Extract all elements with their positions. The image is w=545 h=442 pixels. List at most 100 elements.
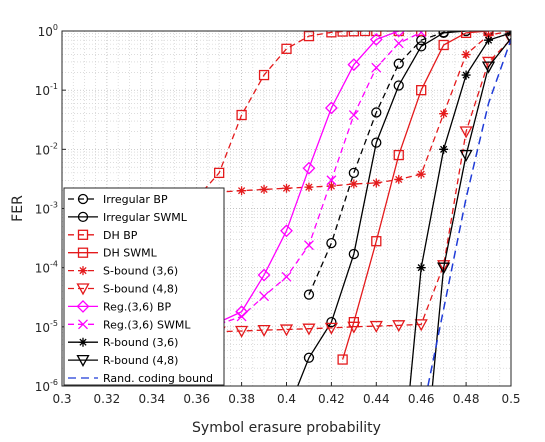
data-point — [438, 31, 449, 39]
x-tick-label: 0.36 — [183, 392, 210, 406]
data-point — [337, 354, 348, 365]
data-point — [347, 58, 361, 72]
legend-item: Reg.(3,6) BP — [68, 299, 172, 313]
data-point — [303, 240, 314, 251]
data-point — [324, 322, 338, 335]
data-point — [213, 167, 225, 179]
legend-item: S-bound (4,8) — [68, 283, 178, 296]
legend-label: Reg.(3,6) BP — [103, 300, 172, 313]
data-point — [371, 178, 381, 188]
series-line — [427, 39, 511, 386]
data-point — [369, 33, 383, 46]
x-tick-label: 0.38 — [228, 392, 255, 406]
data-point — [78, 337, 88, 347]
legend-label: DH BP — [103, 229, 138, 242]
legend-box — [63, 187, 225, 386]
data-point — [76, 283, 90, 296]
legend-item: DH SWML — [68, 247, 158, 260]
series-r-bound-3-6- — [409, 31, 511, 386]
x-tick-label: 0.4 — [277, 392, 296, 406]
data-point — [77, 193, 89, 205]
y-tick-label: 10-4 — [35, 260, 58, 276]
data-point — [393, 149, 404, 161]
legend-label: S-bound (4,8) — [103, 283, 178, 296]
x-tick-label: 0.32 — [94, 392, 121, 406]
data-point — [302, 323, 316, 336]
data-point — [392, 31, 406, 38]
data-point — [326, 181, 336, 191]
legend-label: R-bound (4,8) — [103, 354, 178, 367]
data-point — [324, 101, 338, 115]
series-layer — [190, 31, 511, 386]
data-point — [279, 324, 294, 337]
data-point — [303, 352, 315, 363]
legend-label: S-bound (3,6) — [103, 265, 178, 278]
data-point — [303, 289, 315, 300]
series-s-bound-3-6- — [192, 31, 511, 198]
data-point — [371, 137, 382, 148]
data-point — [349, 179, 359, 189]
legend-item: Reg.(3,6) SWML — [68, 318, 191, 331]
series-line — [431, 37, 511, 386]
data-point — [416, 263, 426, 273]
data-point — [281, 271, 292, 282]
data-point — [304, 182, 314, 192]
data-point — [282, 183, 291, 193]
legend-label: DH SWML — [103, 247, 158, 260]
data-point — [280, 224, 293, 238]
series-line — [196, 38, 511, 334]
series-line — [297, 31, 489, 386]
data-point — [439, 109, 449, 119]
x-tick-label: 0.5 — [501, 392, 520, 406]
x-tick-label: 0.48 — [453, 392, 480, 406]
data-point — [416, 41, 427, 52]
x-tick-label: 0.46 — [408, 392, 435, 406]
data-point — [461, 70, 471, 80]
data-point — [302, 161, 316, 175]
y-tick-labels: 100 10-1 10-2 10-3 10-4 10-5 10-6 — [35, 23, 66, 394]
legend-label: Rand. coding bound — [103, 372, 213, 385]
series-line — [409, 32, 511, 386]
legend-item: R-bound (3,6) — [68, 336, 178, 349]
data-point — [460, 31, 472, 39]
data-point — [393, 31, 404, 37]
data-point — [326, 175, 337, 186]
data-point — [257, 268, 271, 282]
data-point — [371, 31, 382, 37]
data-point — [416, 85, 427, 96]
y-tick-label: 100 — [38, 23, 58, 39]
data-point — [236, 311, 247, 322]
data-point — [438, 39, 449, 51]
data-point — [437, 262, 451, 275]
legend-item: S-bound (3,6) — [68, 265, 178, 278]
data-point — [459, 126, 473, 139]
data-point — [416, 31, 427, 37]
data-point — [259, 291, 270, 302]
data-point — [369, 320, 383, 333]
data-point — [78, 266, 88, 276]
data-point — [461, 50, 471, 60]
data-point — [259, 184, 269, 194]
y-tick-label: 10-1 — [35, 82, 58, 98]
series-line — [308, 31, 489, 295]
data-point — [460, 31, 472, 37]
data-point — [78, 319, 88, 330]
data-point — [393, 80, 404, 91]
data-point — [392, 320, 406, 333]
x-tick-label: 0.42 — [318, 392, 345, 406]
legend-label: R-bound (3,6) — [103, 336, 178, 349]
data-point — [326, 31, 337, 38]
x-tick-label: 0.3 — [52, 392, 71, 406]
legend-item: R-bound (4,8) — [68, 354, 178, 367]
data-point — [437, 260, 451, 273]
data-point — [303, 31, 315, 42]
data-point — [484, 31, 494, 40]
data-point — [258, 69, 270, 81]
legend-label: Reg.(3,6) SWML — [103, 318, 191, 331]
legend-item: Irregular BP — [68, 193, 168, 206]
data-point — [76, 299, 90, 313]
data-point — [371, 62, 382, 73]
data-point — [481, 61, 496, 74]
data-point — [359, 31, 371, 37]
